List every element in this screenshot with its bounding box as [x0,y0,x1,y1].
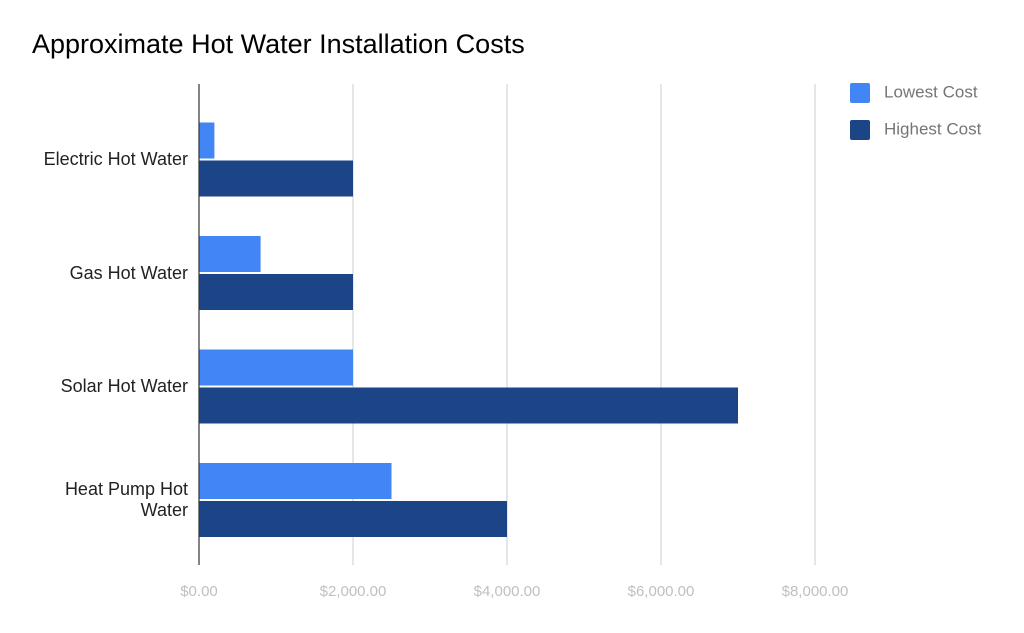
bar [199,349,353,386]
legend-label: Highest Cost [884,119,982,138]
y-tick-label: Gas Hot Water [69,262,188,283]
y-tick-label: Heat Pump Hot Water [64,479,188,520]
legend-swatch [850,83,870,103]
x-tick-label: $8,000.00 [782,583,849,600]
bar [199,387,738,424]
bar [199,463,392,499]
x-tick-label: $0.00 [180,583,218,600]
bar [199,274,353,310]
x-tick-label: $4,000.00 [474,583,541,600]
y-tick-label: Solar Hot Water [60,376,188,396]
legend-label: Lowest Cost [884,82,978,101]
bar [199,236,261,272]
bar [199,160,353,197]
x-tick-label: $6,000.00 [628,583,695,600]
y-tick-label: Electric Hot Water [43,149,188,169]
chart-title: Approximate Hot Water Installation Costs [32,29,525,59]
x-tick-label: $2,000.00 [320,583,387,600]
legend-swatch [850,120,870,140]
bar [199,122,215,159]
bar [199,501,507,537]
